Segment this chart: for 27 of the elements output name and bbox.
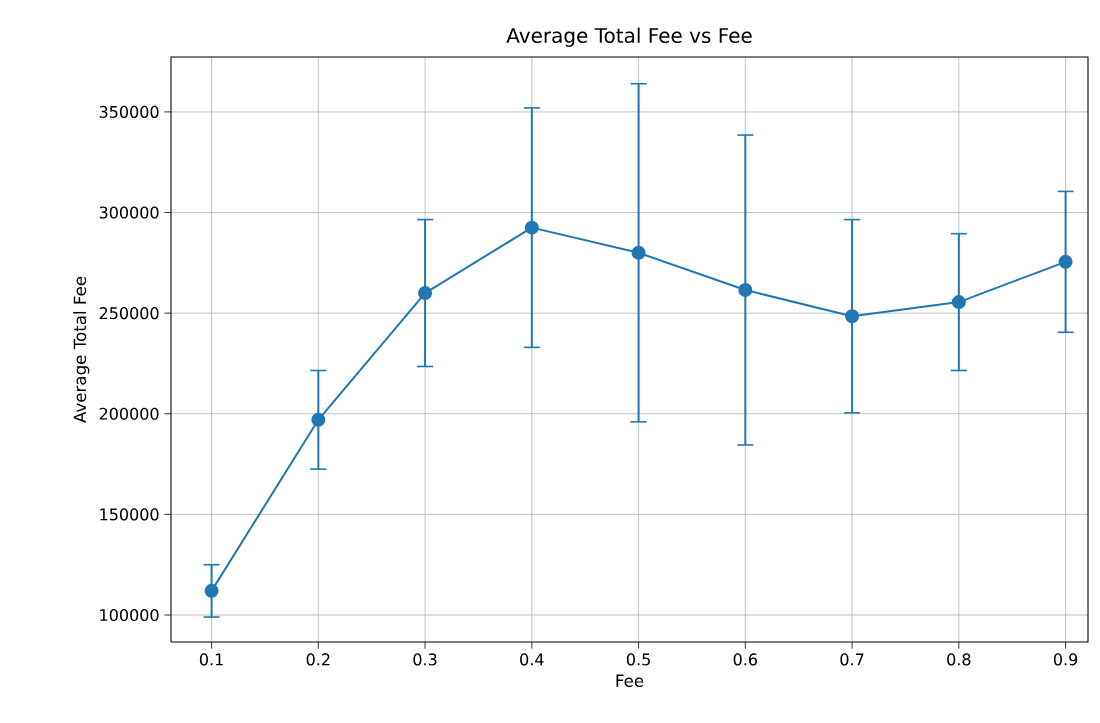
point xyxy=(311,412,326,427)
point xyxy=(631,245,646,260)
x-tick-label: 0.5 xyxy=(626,653,650,666)
x-tick-label: 0.8 xyxy=(947,653,971,666)
point xyxy=(204,583,219,598)
point xyxy=(738,283,753,298)
x-tick-label: 0.3 xyxy=(413,653,437,666)
point xyxy=(951,295,966,310)
point xyxy=(524,220,539,235)
y-axis-title: Average Total Fee xyxy=(73,276,90,423)
x-tick-label: 0.7 xyxy=(840,653,864,666)
x-tick-label: 0.6 xyxy=(733,653,758,666)
x-tick-label: 0.2 xyxy=(306,653,330,666)
x-axis-title: Fee xyxy=(616,674,644,687)
chart-title: Average Total Fee vs Fee xyxy=(506,27,752,47)
y-tick-label: 200000 xyxy=(99,407,159,420)
y-tick-label: 100000 xyxy=(100,608,159,622)
y-tick-label: 250000 xyxy=(99,307,159,320)
x-tick-label: 0.4 xyxy=(520,653,544,666)
x-tick-label: 0.1 xyxy=(199,653,223,666)
y-tick-label: 150000 xyxy=(100,508,159,521)
point xyxy=(845,309,860,324)
point xyxy=(418,286,433,301)
y-tick-label: 300000 xyxy=(99,206,159,219)
x-tick-label: 0.9 xyxy=(1053,653,1078,666)
y-tick-label: 350000 xyxy=(99,105,159,118)
point xyxy=(1058,254,1073,269)
